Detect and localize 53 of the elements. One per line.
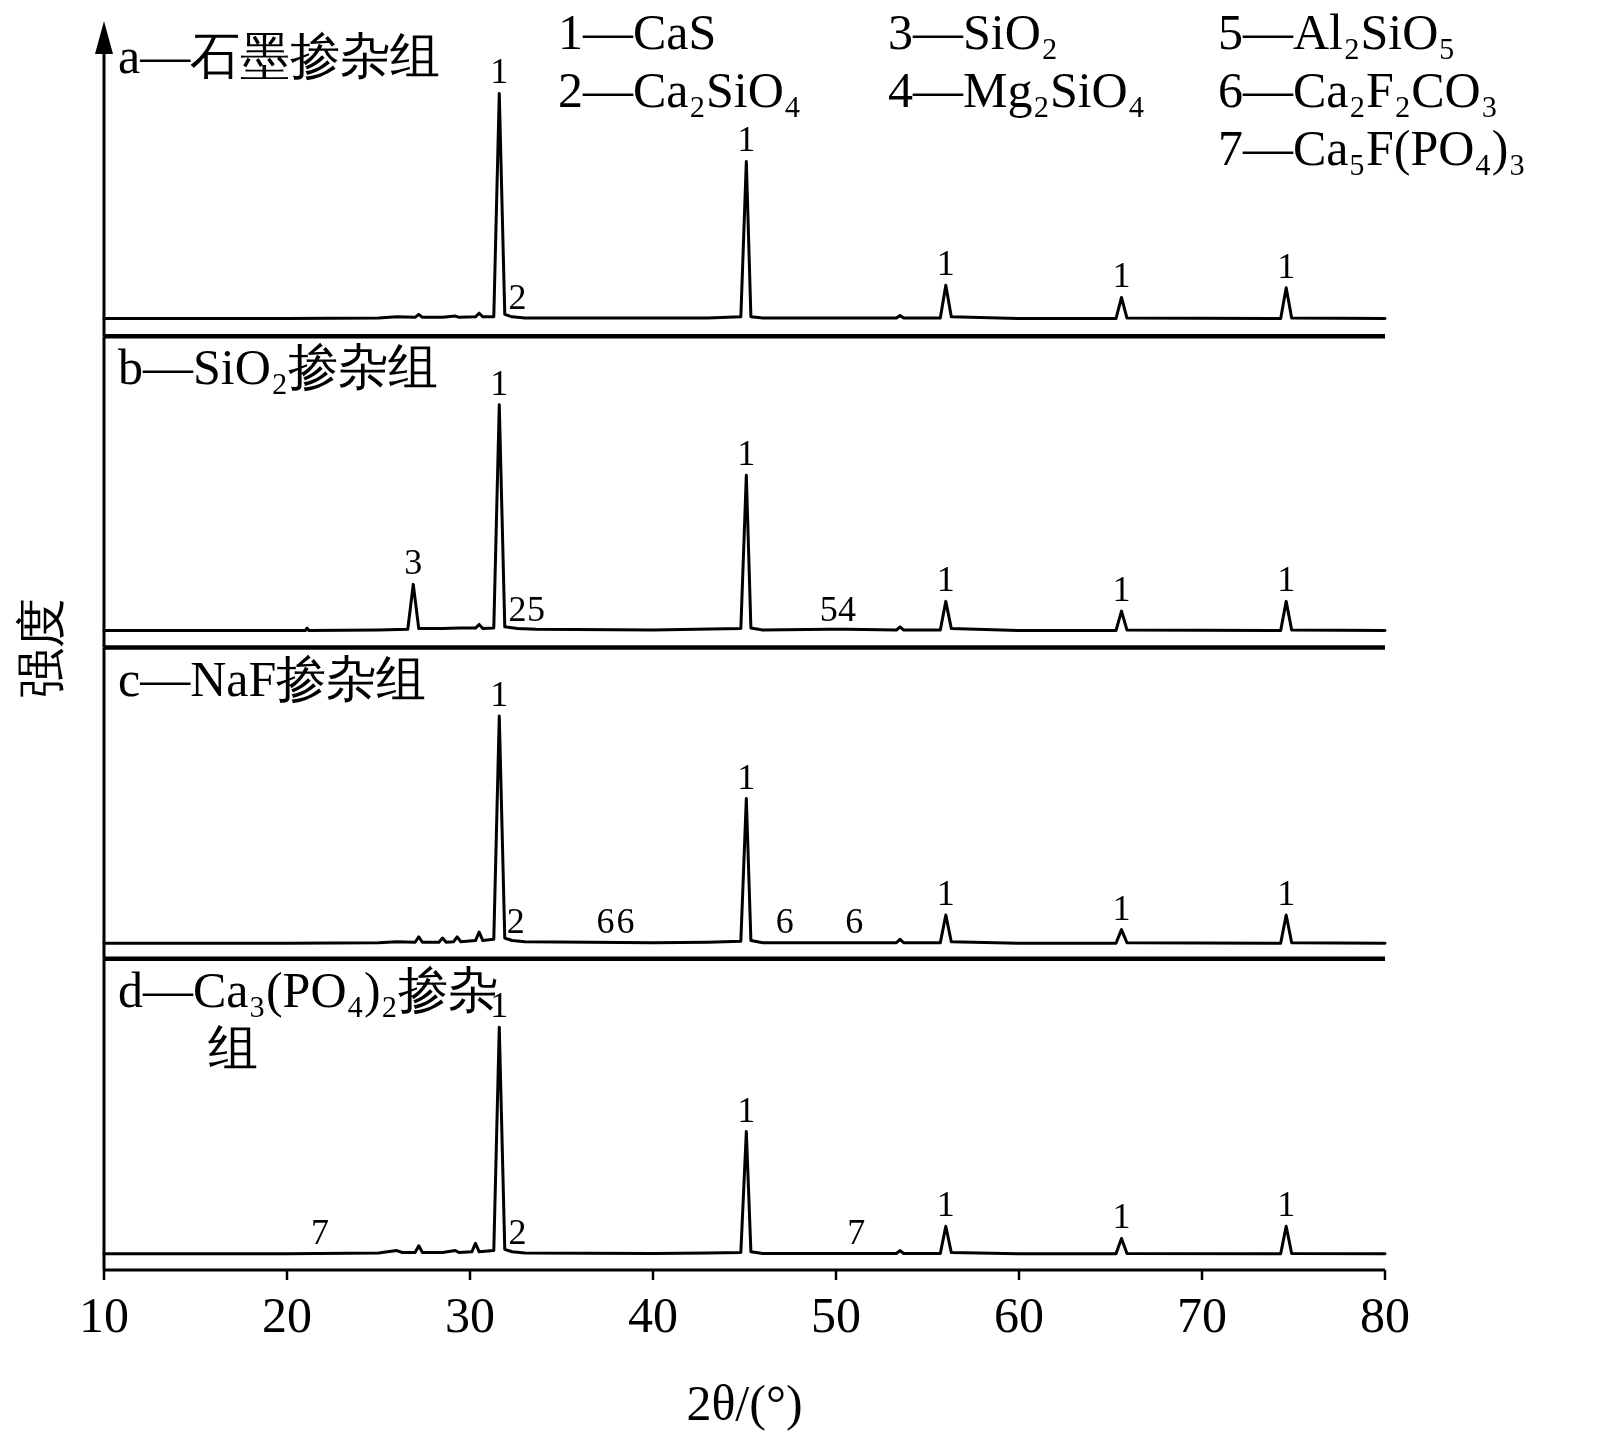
x-axis-title: 2θ/(°) bbox=[686, 1375, 803, 1431]
chart-title: a—石墨掺杂组 bbox=[118, 28, 441, 84]
annotation: 6 bbox=[845, 901, 864, 942]
annotation: 7—Ca₅F(PO₄)₃ bbox=[1218, 120, 1526, 176]
text: 3—SiO₂ bbox=[888, 4, 1059, 60]
annotation: 6 bbox=[596, 901, 615, 942]
annotation: 1 bbox=[1277, 1184, 1296, 1225]
annotation: 6 bbox=[616, 901, 635, 942]
x-tick-label: 20 bbox=[262, 1287, 312, 1343]
x-tick-label: 80 bbox=[1360, 1287, 1410, 1343]
annotation: 1 bbox=[936, 243, 955, 284]
annotation: 7 bbox=[310, 1211, 329, 1252]
annotation: 5 bbox=[526, 588, 545, 629]
x-tick-label: 60 bbox=[994, 1287, 1044, 1343]
annotation: 1 bbox=[1112, 569, 1131, 610]
annotation: 3 bbox=[404, 542, 423, 583]
annotation: 1 bbox=[490, 362, 509, 403]
annotation: 1 bbox=[490, 51, 509, 92]
annotation: 1 bbox=[1277, 245, 1296, 286]
annotation: 1 bbox=[936, 1184, 955, 1225]
annotation: 2 bbox=[508, 588, 527, 629]
annotation: 1 bbox=[737, 433, 756, 474]
y-axis-title: 强度 bbox=[13, 597, 69, 698]
text: 1—CaS bbox=[558, 4, 717, 60]
x-tick-label: 40 bbox=[628, 1287, 678, 1343]
annotation: 1 bbox=[737, 756, 756, 797]
annotation: 1 bbox=[737, 119, 756, 160]
x-tick-label: 10 bbox=[79, 1287, 129, 1343]
annotation: 4—Mg₂SiO₄ bbox=[888, 62, 1146, 118]
annotation: 1 bbox=[936, 559, 955, 600]
annotation: 7 bbox=[847, 1211, 866, 1252]
annotation: 6 bbox=[775, 901, 794, 942]
annotation: 1 bbox=[1112, 1196, 1131, 1237]
annotation: 6—Ca₂F₂CO₃ bbox=[1218, 62, 1499, 118]
annotation: 1 bbox=[1277, 873, 1296, 914]
annotation: 1 bbox=[936, 873, 955, 914]
annotation: 1 bbox=[1112, 887, 1131, 928]
x-tick-label: 70 bbox=[1177, 1287, 1227, 1343]
annotation: 2 bbox=[508, 1211, 527, 1252]
annotation: 1 bbox=[490, 673, 509, 714]
annotation: 1 bbox=[1277, 559, 1296, 600]
annotation: 1 bbox=[1112, 255, 1131, 296]
annotation: 2 bbox=[508, 276, 527, 317]
chart-title: c—NaF掺杂组 bbox=[118, 650, 427, 707]
x-tick-label: 30 bbox=[445, 1287, 495, 1343]
annotation: 4 bbox=[837, 588, 856, 629]
text: 5—Al₂SiO₅ bbox=[1218, 4, 1456, 60]
annotation: 2—Ca₂SiO₄ bbox=[558, 62, 802, 118]
annotation: 1 bbox=[737, 1089, 756, 1130]
annotation: 5 bbox=[819, 588, 838, 629]
chart-title: b—SiO₂掺杂组 bbox=[118, 339, 439, 396]
annotation: 2 bbox=[506, 901, 525, 942]
x-tick-label: 50 bbox=[811, 1287, 861, 1343]
